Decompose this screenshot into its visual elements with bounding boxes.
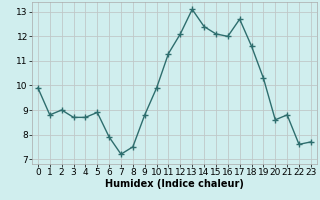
X-axis label: Humidex (Indice chaleur): Humidex (Indice chaleur) — [105, 179, 244, 189]
